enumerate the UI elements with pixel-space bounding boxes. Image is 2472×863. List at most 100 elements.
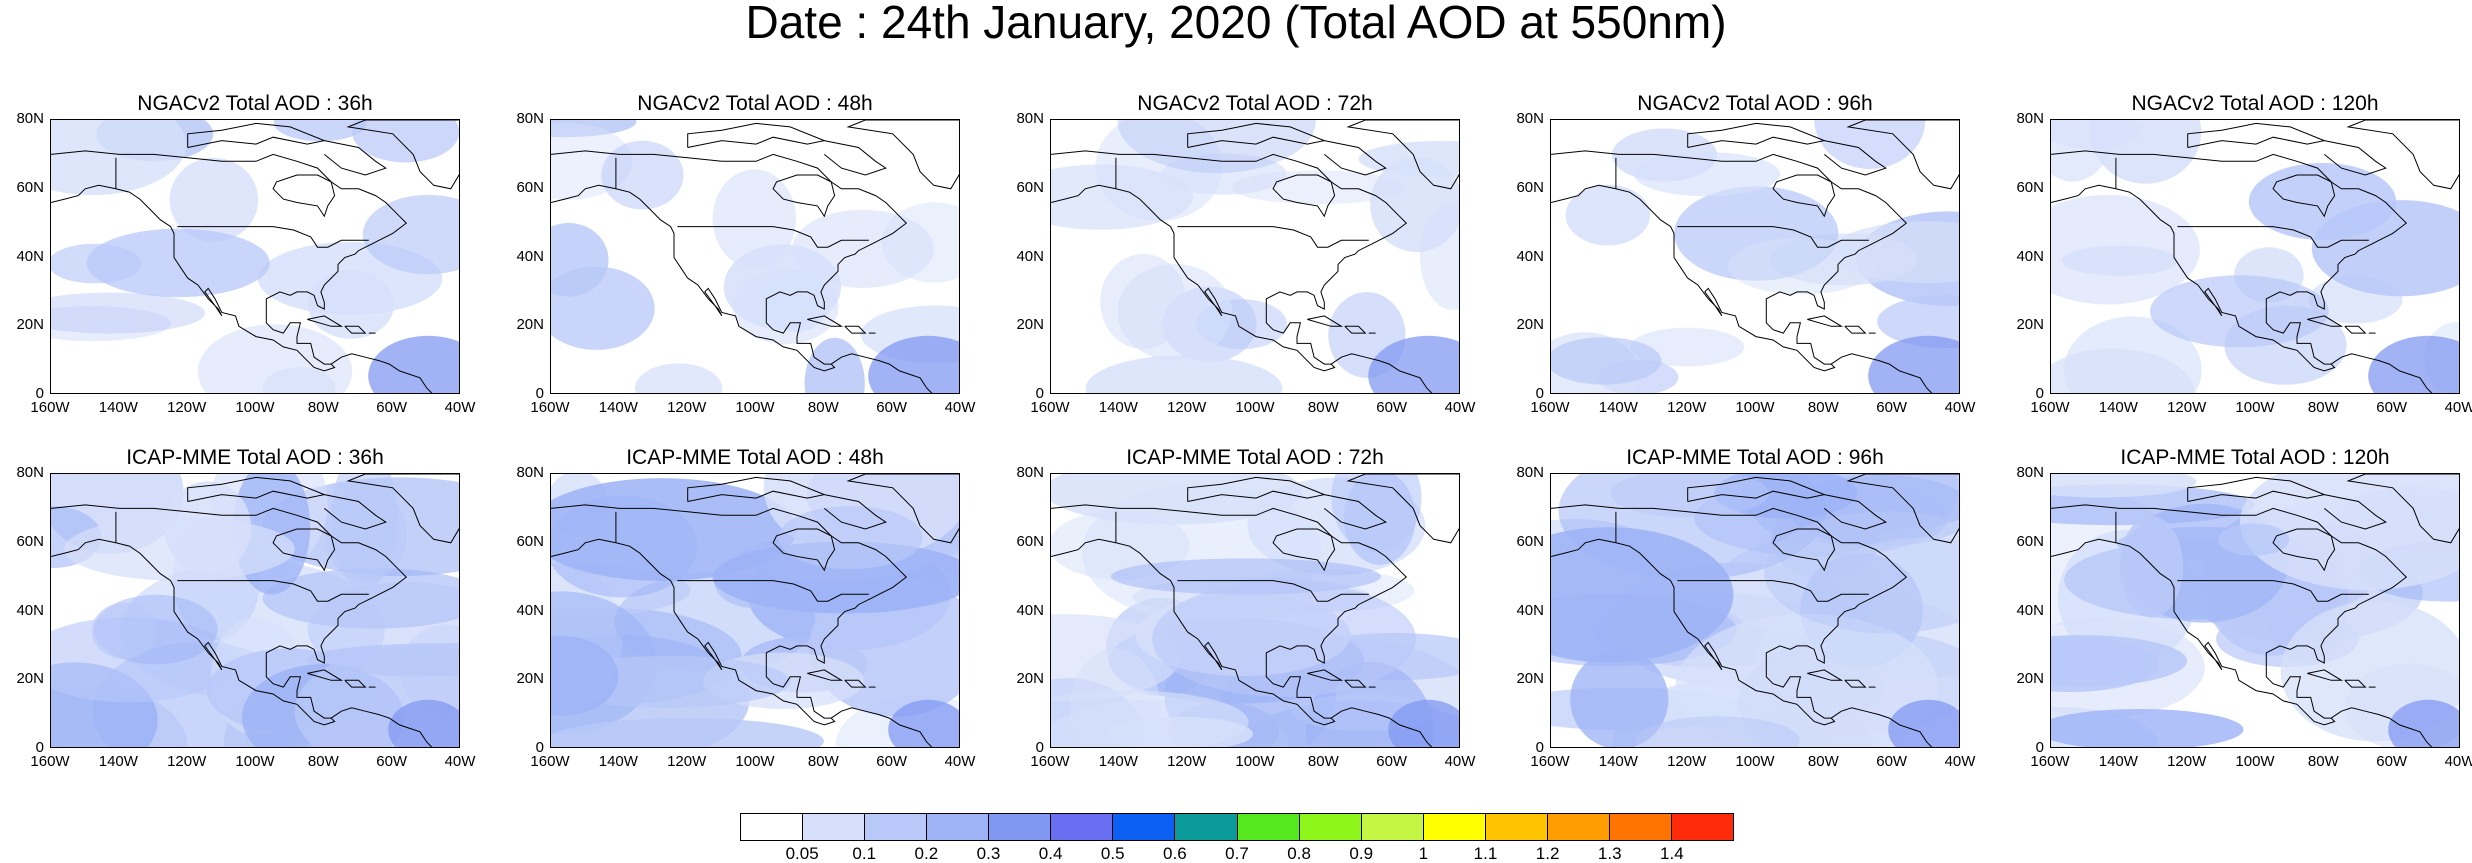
aod-map-svg (51, 474, 459, 747)
coastline (2344, 325, 2367, 334)
coastline (1807, 315, 1844, 327)
coastline (1272, 528, 1336, 572)
lat-tick-label: 0 (35, 739, 44, 756)
coastline (2323, 140, 2387, 176)
lon-tick-label: 120W (667, 399, 707, 416)
lat-tick-label: 80N (2016, 110, 2044, 127)
coastline (2051, 150, 2408, 372)
lat-tick-label: 80N (1516, 110, 1544, 127)
aod-shade (601, 140, 684, 210)
colorbar-tick-label: 0.2 (914, 844, 939, 863)
lon-tick-label: 100W (2235, 753, 2275, 770)
aod-shade (51, 120, 187, 196)
panel-title: NGACv2 Total AOD : 120h (2131, 92, 2379, 115)
lat-tick-label: 80N (516, 110, 544, 127)
map-plot-area (1550, 119, 1960, 394)
colorbar-tick-label: 0.05 (785, 844, 819, 863)
lon-tick-label: 60W (1876, 399, 1908, 416)
map-panel: ICAP-MME Total AOD : 120h 80N 60N 40N 20N 0 16… (2000, 446, 2472, 770)
aod-shade (1358, 140, 1459, 178)
coastline (2177, 580, 2369, 602)
coastline (2177, 226, 2369, 248)
lon-tick-label: 60W (1876, 753, 1908, 770)
coastline (2307, 315, 2344, 327)
aod-shade (1388, 699, 1459, 747)
coastline (807, 669, 844, 681)
aod-shade (1610, 474, 1769, 518)
lon-tick-label: 140W (1098, 399, 1138, 416)
coastline (272, 528, 336, 572)
coastline (2323, 494, 2387, 530)
aod-shade (551, 718, 824, 747)
lon-tick-label: 80W (1307, 399, 1339, 416)
coastline (2051, 504, 2408, 726)
aod-shade (778, 506, 923, 570)
lat-tick-label: 20N (16, 316, 44, 334)
lon-tick-label: 80W (1307, 753, 1339, 770)
lat-tick-label: 0 (35, 385, 44, 402)
coastline (1844, 679, 1867, 688)
lon-tick-label: 120W (2167, 753, 2207, 770)
coastline (772, 174, 836, 218)
coastline (772, 528, 836, 572)
aod-map-svg (1551, 474, 1959, 747)
map-panel: NGACv2 Total AOD : 120h 80N 60N 40N 20N 0 160W… (2000, 92, 2472, 416)
map-panel: ICAP-MME Total AOD : 48h 80N 60N 40N 20N 0 160… (500, 446, 975, 770)
aod-shade (635, 363, 723, 393)
lat-tick-label: 20N (2016, 670, 2044, 688)
lon-tick-label: 100W (235, 753, 275, 770)
lon-tick-label: 160W (1030, 753, 1070, 770)
coastline (51, 504, 408, 726)
coastline (830, 353, 933, 393)
aod-map-svg (51, 120, 459, 393)
aod-shade (551, 223, 609, 297)
lon-tick-label: 60W (1376, 399, 1408, 416)
lon-tick-label: 120W (1667, 753, 1707, 770)
aod-shade (1727, 238, 1876, 295)
colorbar-swatch (1609, 814, 1672, 840)
aod-shade (2240, 474, 2459, 591)
lon-tick-label: 100W (1735, 753, 1775, 770)
lon-tick-label: 120W (167, 753, 207, 770)
coastline (844, 325, 867, 334)
aod-shade (2311, 200, 2459, 297)
lat-tick-label: 20N (1516, 670, 1544, 688)
lon-tick-label: 40W (2444, 753, 2472, 770)
lat-tick-label: 20N (2016, 316, 2044, 334)
coastline (551, 150, 908, 372)
lon-tick-label: 40W (1444, 753, 1476, 770)
coastline (344, 325, 367, 334)
coastline (1344, 325, 1367, 334)
colorbar-swatch (1051, 814, 1114, 840)
lon-tick-label: 100W (1235, 399, 1275, 416)
panel-title: NGACv2 Total AOD : 96h (1637, 92, 1873, 115)
aod-shade (307, 270, 395, 339)
colorbar-swatch (803, 814, 866, 840)
map-plot-area (2050, 119, 2460, 394)
lon-tick-label: 120W (1167, 399, 1207, 416)
aod-shade (888, 699, 959, 747)
coastline (330, 707, 433, 747)
lat-tick-label: 60N (16, 178, 44, 196)
aod-shade (881, 202, 959, 283)
lat-tick-label: 40N (2016, 601, 2044, 619)
lon-tick-label: 160W (30, 753, 70, 770)
colorbar-tick-label: 0.5 (1100, 844, 1125, 863)
lon-tick-label: 40W (1944, 399, 1976, 416)
map-panel: NGACv2 Total AOD : 36h 80N 60N 40N 20N 0 160W 1… (0, 92, 475, 416)
map-panel: ICAP-MME Total AOD : 96h 80N 60N 40N 20N 0 160… (1500, 446, 1975, 770)
coastline (2307, 669, 2344, 681)
lon-tick-label: 60W (876, 753, 908, 770)
aod-shade (1419, 202, 1459, 310)
lon-tick-label: 120W (1667, 399, 1707, 416)
coastline (1823, 140, 1887, 176)
colorbar-swatch (1175, 814, 1238, 840)
lat-tick-label: 80N (2016, 464, 2044, 481)
map-panel: NGACv2 Total AOD : 96h 80N 60N 40N 20N 0 160W 1… (1500, 92, 1975, 416)
colorbar-swatch (989, 814, 1052, 840)
map-panel: ICAP-MME Total AOD : 36h 80N 60N 40N 20N 0 160… (0, 446, 475, 770)
aod-shade (1764, 511, 1959, 634)
colorbar-swatch (1547, 814, 1610, 840)
aod-shade (1117, 263, 1232, 361)
aod-shade (2051, 474, 2197, 498)
